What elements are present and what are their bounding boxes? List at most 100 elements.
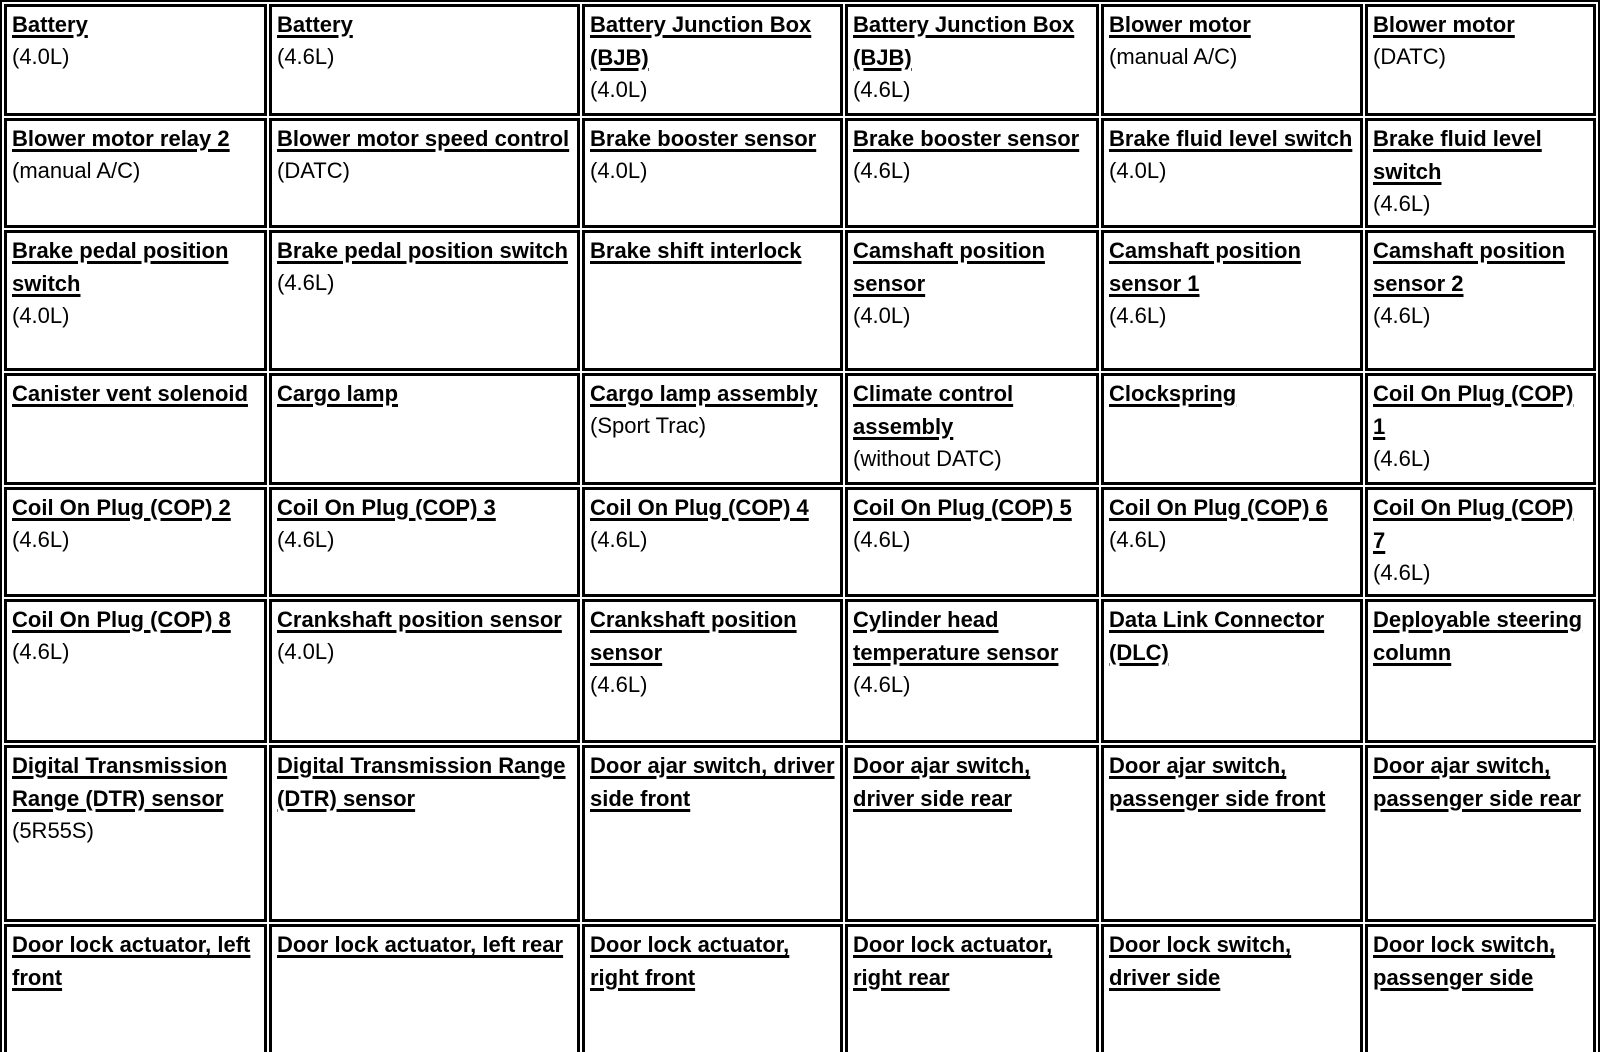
table-cell: Crankshaft position sensor (4.6L) bbox=[582, 599, 843, 743]
table-cell: Battery Junction Box (BJB) (4.0L) bbox=[582, 4, 843, 116]
component-link-wrap: Blower motor bbox=[1109, 8, 1356, 41]
table-cell: Door ajar switch, passenger side front bbox=[1101, 745, 1363, 922]
component-note: (4.6L) bbox=[277, 44, 335, 69]
component-note: (4.0L) bbox=[12, 44, 70, 69]
component-link[interactable]: Door lock switch, passenger side bbox=[1373, 932, 1556, 990]
component-link[interactable]: Battery Junction Box (BJB) bbox=[853, 12, 1075, 70]
component-link[interactable]: Coil On Plug (COP) 2 bbox=[12, 495, 231, 520]
table-row: Battery (4.0L) Battery (4.6L) Battery Juncti… bbox=[4, 4, 1596, 116]
component-link[interactable]: Coil On Plug (COP) 4 bbox=[590, 495, 809, 520]
table-cell: Brake fluid level switch (4.0L) bbox=[1101, 118, 1363, 228]
component-link[interactable]: Brake fluid level switch bbox=[1373, 126, 1542, 184]
component-link-wrap: Battery Junction Box (BJB) bbox=[590, 8, 836, 74]
component-link[interactable]: Data Link Connector (DLC) bbox=[1109, 607, 1325, 665]
component-note: (DATC) bbox=[1373, 44, 1446, 69]
table-cell: Climate control assembly (without DATC) bbox=[845, 373, 1099, 485]
table-cell: Cylinder head temperature sensor (4.6L) bbox=[845, 599, 1099, 743]
component-note: (4.0L) bbox=[12, 303, 70, 328]
component-link[interactable]: Door lock actuator, left front bbox=[12, 932, 251, 990]
component-link-wrap: Brake fluid level switch bbox=[1373, 122, 1589, 188]
component-link-wrap: Coil On Plug (COP) 5 bbox=[853, 491, 1092, 524]
table-cell: Camshaft position sensor 2 (4.6L) bbox=[1365, 230, 1596, 371]
component-link[interactable]: Door lock actuator, right rear bbox=[853, 932, 1053, 990]
component-link-wrap: Coil On Plug (COP) 6 bbox=[1109, 491, 1356, 524]
component-link[interactable]: Cylinder head temperature sensor bbox=[853, 607, 1059, 665]
table-cell: Battery (4.0L) bbox=[4, 4, 267, 116]
table-cell: Cargo lamp bbox=[269, 373, 580, 485]
component-link[interactable]: Blower motor bbox=[1109, 12, 1251, 37]
component-link[interactable]: Deployable steering column bbox=[1373, 607, 1583, 665]
component-link[interactable]: Brake fluid level switch bbox=[1109, 126, 1353, 151]
component-link[interactable]: Coil On Plug (COP) 7 bbox=[1373, 495, 1574, 553]
component-link-wrap: Digital Transmission Range (DTR) sensor bbox=[12, 749, 260, 815]
component-link[interactable]: Coil On Plug (COP) 8 bbox=[12, 607, 231, 632]
table-cell: Coil On Plug (COP) 5 (4.6L) bbox=[845, 487, 1099, 597]
component-link[interactable]: Digital Transmission Range (DTR) sensor bbox=[277, 753, 566, 811]
table-row: Coil On Plug (COP) 2 (4.6L) Coil On Plug (… bbox=[4, 487, 1596, 597]
table-cell: Crankshaft position sensor (4.0L) bbox=[269, 599, 580, 743]
component-link[interactable]: Blower motor speed control bbox=[277, 126, 570, 151]
component-link-wrap: Door ajar switch, passenger side front bbox=[1109, 749, 1356, 815]
component-link-wrap: Crankshaft position sensor bbox=[277, 603, 573, 636]
component-link[interactable]: Clockspring bbox=[1109, 381, 1237, 406]
component-link[interactable]: Cargo lamp assembly bbox=[590, 381, 818, 406]
component-link[interactable]: Camshaft position sensor 2 bbox=[1373, 238, 1565, 296]
component-link[interactable]: Brake pedal position switch bbox=[12, 238, 229, 296]
component-note: (without DATC) bbox=[853, 446, 1002, 471]
component-link[interactable]: Digital Transmission Range (DTR) sensor bbox=[12, 753, 228, 811]
table-cell: Door lock actuator, right front bbox=[582, 924, 843, 1052]
component-link-wrap: Deployable steering column bbox=[1373, 603, 1589, 669]
component-link[interactable]: Crankshaft position sensor bbox=[277, 607, 562, 632]
component-link[interactable]: Door ajar switch, driver side rear bbox=[853, 753, 1031, 811]
component-link[interactable]: Door lock switch, driver side bbox=[1109, 932, 1292, 990]
component-link[interactable]: Cargo lamp bbox=[277, 381, 399, 406]
component-link[interactable]: Camshaft position sensor 1 bbox=[1109, 238, 1301, 296]
component-link[interactable]: Coil On Plug (COP) 3 bbox=[277, 495, 496, 520]
component-note: (4.6L) bbox=[1109, 303, 1167, 328]
component-link-wrap: Door ajar switch, driver side rear bbox=[853, 749, 1092, 815]
component-note: (4.6L) bbox=[853, 158, 911, 183]
component-note: (manual A/C) bbox=[12, 158, 141, 183]
component-link[interactable]: Battery bbox=[12, 12, 88, 37]
table-cell: Coil On Plug (COP) 1 (4.6L) bbox=[1365, 373, 1596, 485]
component-link[interactable]: Door lock actuator, left rear bbox=[277, 932, 564, 957]
component-link-wrap: Cargo lamp assembly bbox=[590, 377, 836, 410]
component-link[interactable]: Blower motor bbox=[1373, 12, 1515, 37]
table-cell: Coil On Plug (COP) 2 (4.6L) bbox=[4, 487, 267, 597]
table-cell: Brake booster sensor (4.6L) bbox=[845, 118, 1099, 228]
component-link-wrap: Data Link Connector (DLC) bbox=[1109, 603, 1356, 669]
component-link[interactable]: Battery Junction Box (BJB) bbox=[590, 12, 812, 70]
table-row: Brake pedal position switch (4.0L) Brake p… bbox=[4, 230, 1596, 371]
component-link[interactable]: Climate control assembly bbox=[853, 381, 1014, 439]
component-link[interactable]: Brake pedal position switch bbox=[277, 238, 568, 263]
component-note: (4.6L) bbox=[12, 527, 70, 552]
component-link[interactable]: Door ajar switch, driver side front bbox=[590, 753, 835, 811]
component-note: (Sport Trac) bbox=[590, 413, 707, 438]
component-link[interactable]: Blower motor relay 2 bbox=[12, 126, 230, 151]
component-link[interactable]: Brake booster sensor bbox=[853, 126, 1080, 151]
component-link[interactable]: Coil On Plug (COP) 6 bbox=[1109, 495, 1328, 520]
component-link-wrap: Door lock switch, passenger side bbox=[1373, 928, 1589, 994]
component-note: (4.0L) bbox=[277, 639, 335, 664]
component-note: (4.6L) bbox=[590, 527, 648, 552]
component-link-wrap: Door lock actuator, right rear bbox=[853, 928, 1092, 994]
component-link[interactable]: Door ajar switch, passenger side rear bbox=[1373, 753, 1581, 811]
component-link[interactable]: Battery bbox=[277, 12, 353, 37]
component-link[interactable]: Brake shift interlock bbox=[590, 238, 802, 263]
table-cell: Door lock switch, passenger side bbox=[1365, 924, 1596, 1052]
table-cell: Door ajar switch, passenger side rear bbox=[1365, 745, 1596, 922]
component-index-body: Battery (4.0L) Battery (4.6L) Battery Juncti… bbox=[4, 4, 1596, 1052]
component-link[interactable]: Door lock actuator, right front bbox=[590, 932, 790, 990]
component-link-wrap: Door lock actuator, left front bbox=[12, 928, 260, 994]
component-link[interactable]: Coil On Plug (COP) 1 bbox=[1373, 381, 1574, 439]
component-link-wrap: Brake pedal position switch bbox=[12, 234, 260, 300]
table-cell: Clockspring bbox=[1101, 373, 1363, 485]
component-link[interactable]: Coil On Plug (COP) 5 bbox=[853, 495, 1072, 520]
table-cell: Brake pedal position switch (4.6L) bbox=[269, 230, 580, 371]
component-link[interactable]: Door ajar switch, passenger side front bbox=[1109, 753, 1326, 811]
component-link[interactable]: Brake booster sensor bbox=[590, 126, 817, 151]
component-link[interactable]: Camshaft position sensor bbox=[853, 238, 1045, 296]
component-note: (4.6L) bbox=[1373, 446, 1431, 471]
component-link[interactable]: Canister vent solenoid bbox=[12, 381, 248, 406]
component-link[interactable]: Crankshaft position sensor bbox=[590, 607, 797, 665]
